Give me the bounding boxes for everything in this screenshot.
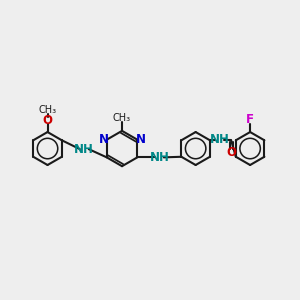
Text: CH₃: CH₃ (113, 113, 131, 123)
Text: O: O (226, 146, 236, 159)
Text: NH: NH (74, 142, 94, 156)
Text: NH: NH (210, 134, 230, 146)
Text: N: N (136, 133, 146, 146)
Text: CH₃: CH₃ (38, 105, 57, 115)
Text: N: N (98, 133, 109, 146)
Text: O: O (43, 114, 52, 127)
Text: NH: NH (149, 151, 169, 164)
Text: F: F (246, 113, 254, 126)
